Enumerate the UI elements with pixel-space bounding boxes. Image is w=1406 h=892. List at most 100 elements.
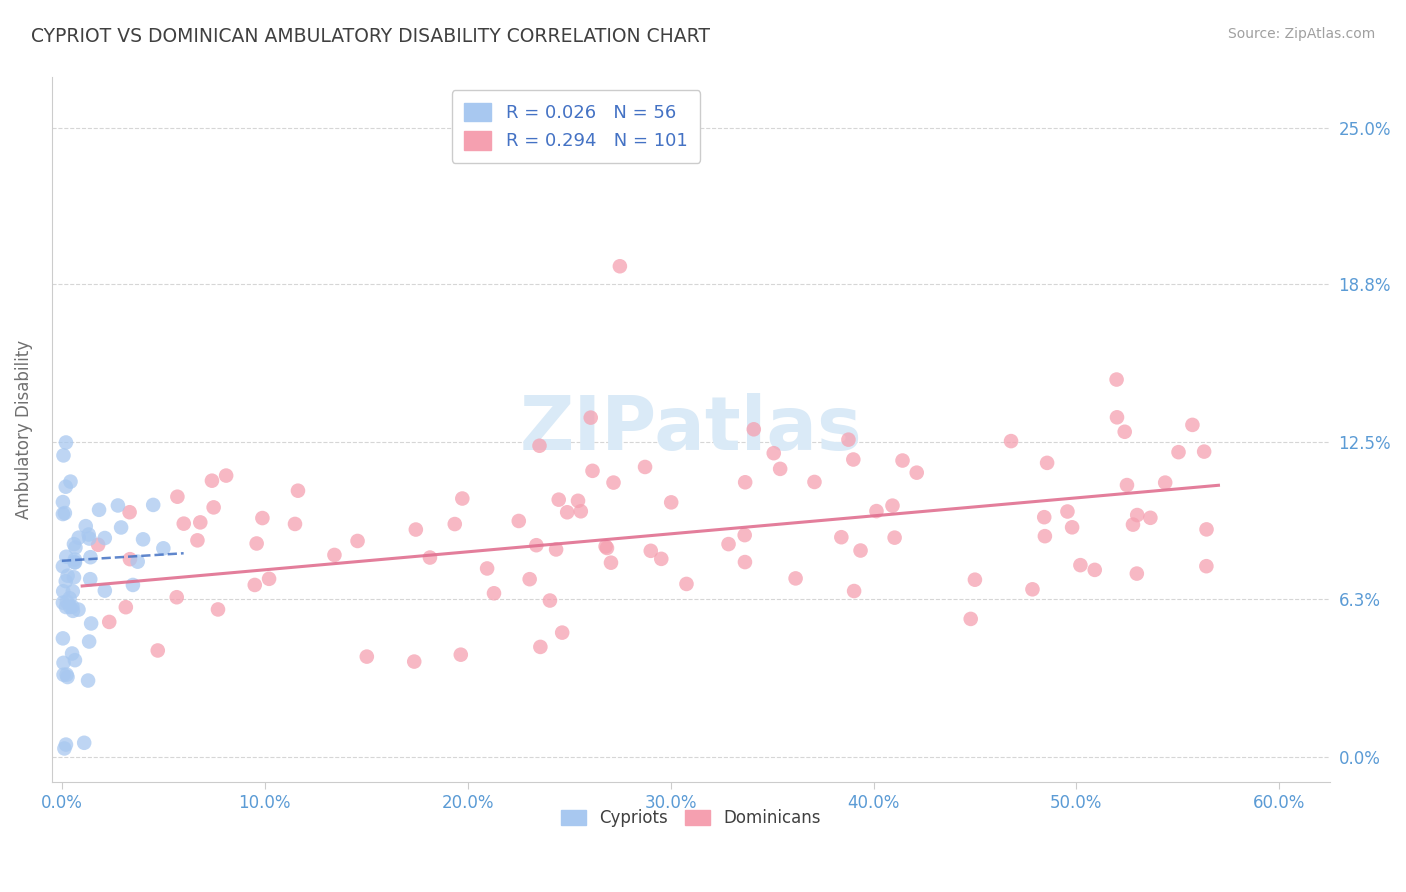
Point [451, 491, 474, 506]
Point [404, 655, 426, 669]
Point [63, 555, 86, 569]
Point [65, 541, 87, 555]
Point [52, 559, 75, 574]
Text: ZIPatlas: ZIPatlas [520, 393, 862, 467]
Point [596, 541, 619, 555]
Point [1036, 456, 1059, 470]
Point [87, 538, 110, 552]
Point [581, 464, 603, 478]
Point [55, 435, 77, 450]
Point [166, 490, 188, 504]
Point [142, 498, 165, 512]
Point [52, 632, 75, 646]
Point [769, 462, 792, 476]
Point [546, 542, 568, 557]
Point [56, 568, 79, 582]
Point [56, 670, 79, 684]
Point [98, 615, 121, 629]
Point [80, 616, 103, 631]
Point [215, 468, 238, 483]
Point [55, 600, 77, 615]
Point [252, 511, 274, 525]
Point [63, 653, 86, 667]
Point [640, 544, 662, 558]
Point [529, 640, 551, 654]
Point [63, 570, 86, 584]
Point [567, 493, 589, 508]
Point [803, 475, 825, 489]
Point [243, 578, 266, 592]
Point [110, 520, 132, 534]
Point [1154, 475, 1177, 490]
Point [1033, 510, 1056, 524]
Point [1105, 372, 1128, 386]
Point [75, 519, 97, 533]
Point [555, 505, 578, 519]
Point [77, 527, 100, 541]
Point [891, 453, 914, 467]
Point [1192, 444, 1215, 458]
Point [52, 596, 75, 610]
Point [122, 578, 145, 592]
Point [734, 475, 756, 490]
Point [87, 503, 110, 517]
Point [602, 475, 624, 490]
Point [53, 741, 76, 756]
Point [118, 552, 141, 566]
Point [717, 537, 740, 551]
Point [785, 571, 807, 585]
Point [595, 540, 617, 554]
Point [475, 561, 498, 575]
Point [905, 466, 928, 480]
Point [284, 516, 307, 531]
Point [188, 516, 211, 530]
Point [734, 528, 756, 542]
Point [132, 533, 155, 547]
Point [55, 574, 77, 589]
Point [166, 591, 188, 605]
Point [1195, 559, 1218, 574]
Point [450, 648, 472, 662]
Point [1056, 504, 1078, 518]
Point [963, 573, 986, 587]
Point [62, 584, 84, 599]
Point [60, 647, 83, 661]
Point [1069, 558, 1091, 573]
Point [742, 422, 765, 436]
Point [1126, 566, 1149, 581]
Point [56, 595, 79, 609]
Point [59, 475, 82, 489]
Point [118, 505, 141, 519]
Point [1167, 445, 1189, 459]
Point [1021, 582, 1043, 597]
Point [734, 555, 756, 569]
Point [60, 599, 83, 614]
Point [579, 410, 602, 425]
Point [146, 643, 169, 657]
Point [1181, 417, 1204, 432]
Point [55, 549, 77, 564]
Point [882, 499, 904, 513]
Point [1195, 522, 1218, 536]
Point [842, 584, 865, 599]
Point [59, 599, 82, 614]
Point [524, 538, 547, 552]
Point [1139, 511, 1161, 525]
Point [529, 439, 551, 453]
Point [287, 483, 309, 498]
Point [842, 452, 865, 467]
Point [63, 537, 86, 551]
Point [52, 449, 75, 463]
Text: Source: ZipAtlas.com: Source: ZipAtlas.com [1227, 27, 1375, 41]
Point [55, 667, 77, 681]
Point [52, 495, 75, 509]
Point [762, 446, 785, 460]
Point [883, 531, 905, 545]
Point [94, 531, 117, 545]
Y-axis label: Ambulatory Disability: Ambulatory Disability [15, 341, 32, 519]
Point [419, 550, 441, 565]
Point [569, 504, 592, 518]
Point [1126, 508, 1149, 522]
Point [1116, 478, 1139, 492]
Point [62, 604, 84, 618]
